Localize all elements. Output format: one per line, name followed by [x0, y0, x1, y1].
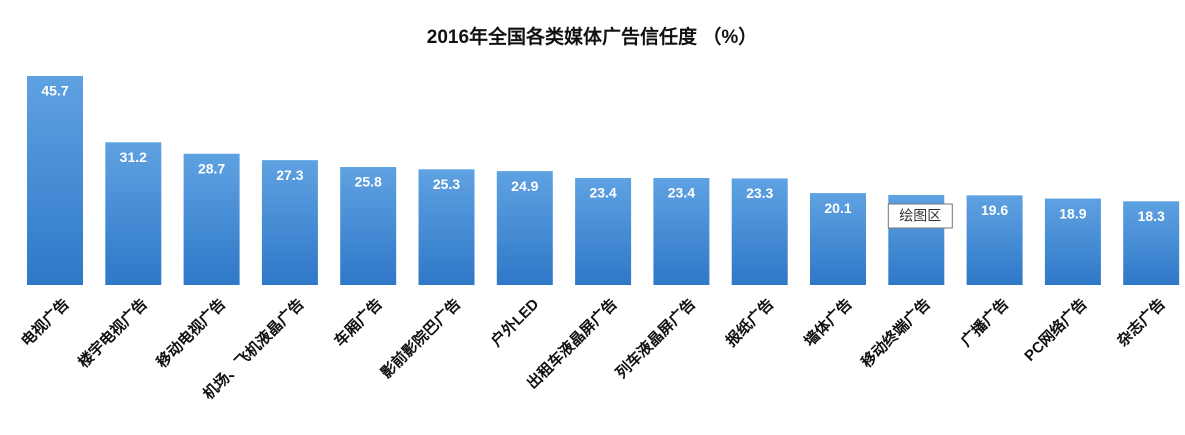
x-tick-label: 移动终端广告	[858, 295, 934, 371]
x-tick-label: 墙体广告	[800, 295, 855, 350]
x-tick-label: 杂志广告	[1114, 295, 1169, 350]
bar	[105, 142, 162, 285]
data-label: 25.3	[433, 176, 460, 192]
data-label: 31.2	[120, 149, 147, 165]
x-tick-label: 广播广告	[957, 295, 1012, 350]
bar	[261, 160, 318, 285]
x-tick-label: 电视广告	[17, 295, 72, 350]
x-tick-label: 列车液晶屏广告	[612, 295, 699, 382]
bar	[340, 167, 397, 285]
data-label: 23.4	[668, 185, 695, 201]
tooltip: 绘图区	[899, 208, 941, 224]
bar	[575, 177, 632, 285]
bar	[653, 177, 710, 285]
bar	[810, 193, 866, 285]
bar	[27, 76, 83, 285]
x-tick-label: 楼宇电视广告	[75, 295, 151, 371]
data-label: 24.9	[511, 178, 538, 194]
x-tick-label: PC网络广告	[1021, 295, 1091, 365]
data-label: 27.3	[276, 167, 303, 183]
bar	[418, 169, 475, 285]
chart-title: 2016年全国各类媒体广告信任度 （%）	[427, 25, 757, 48]
data-label: 18.3	[1138, 208, 1165, 224]
data-label: 25.8	[355, 174, 382, 190]
data-label: 23.3	[746, 185, 773, 201]
data-label: 45.7	[41, 83, 68, 99]
bar	[183, 153, 240, 285]
bar	[1123, 201, 1180, 285]
bar	[496, 171, 553, 285]
data-label: 18.9	[1059, 205, 1086, 221]
data-label: 19.6	[981, 202, 1008, 218]
bar	[1044, 198, 1101, 285]
x-tick-label: 户外LED	[487, 295, 542, 350]
bar	[966, 195, 1023, 285]
tooltip-box	[887, 203, 953, 229]
x-tick-label: 影前影院巴广告	[377, 295, 464, 382]
bar	[731, 178, 788, 285]
x-tick-label: 报纸广告	[722, 295, 777, 350]
data-label: 28.7	[198, 160, 225, 176]
x-tick-label: 移动电视广告	[153, 295, 229, 371]
x-tick-label: 车厢广告	[331, 295, 386, 350]
data-label: 23.4	[589, 185, 616, 201]
data-label: 20.1	[824, 200, 851, 216]
